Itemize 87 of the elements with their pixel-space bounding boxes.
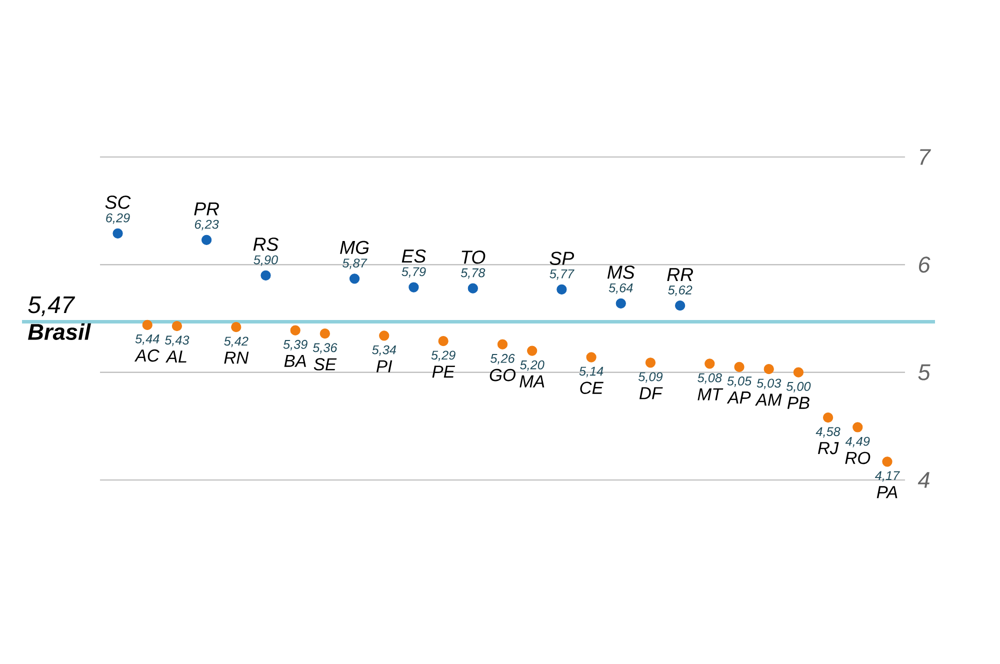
point: [822, 412, 834, 423]
data-label: 5,29: [431, 350, 456, 362]
point: [586, 352, 596, 362]
y-tick-label: 4: [918, 472, 930, 488]
data-label: 4,17: [875, 471, 900, 482]
point: [527, 346, 538, 356]
point: [438, 336, 448, 346]
data-label: 5,90: [254, 255, 278, 266]
data-label: 4,49: [845, 436, 870, 448]
data-label: 5,64: [608, 283, 633, 294]
x-tick-label: SP: [550, 252, 574, 265]
point: [260, 270, 271, 280]
data-label: 5,20: [520, 360, 544, 371]
x-tick-label: AP: [726, 392, 751, 404]
data-label: 5,77: [550, 269, 574, 280]
data-label: 5,79: [402, 267, 426, 278]
data-label: 6,29: [106, 213, 130, 224]
x-tick-label: CE: [580, 382, 604, 394]
data-label: 5,05: [727, 376, 752, 388]
data-label: 5,43: [164, 336, 190, 346]
data-label: 5,03: [756, 378, 782, 390]
data-label: 5,62: [668, 286, 692, 296]
point: [468, 283, 478, 294]
x-tick-label: RJ: [818, 442, 839, 454]
data-label: 6,23: [194, 220, 219, 230]
x-tick-label: PR: [194, 202, 219, 216]
point: [675, 300, 686, 311]
point: [172, 320, 182, 332]
x-tick-label: MS: [607, 266, 635, 279]
data-label: 5,87: [342, 258, 368, 270]
y-tick-label: 5: [918, 364, 930, 380]
x-tick-label: GO: [490, 368, 516, 382]
x-tick-label: RO: [845, 452, 870, 464]
ref-line-label: Brasil: [28, 323, 91, 340]
data-label: 5,14: [579, 366, 604, 378]
point: [112, 228, 123, 239]
point: [349, 274, 360, 284]
point: [616, 298, 626, 308]
x-tick-label: RR: [667, 268, 693, 281]
x-tick-label: ES: [402, 249, 426, 263]
x-tick-label: PA: [876, 486, 898, 498]
point: [142, 320, 152, 330]
x-tick-label: PE: [432, 366, 456, 378]
data-label: 4,58: [816, 427, 840, 438]
point: [290, 325, 300, 336]
data-label: 5,42: [224, 336, 248, 348]
annotation: 5,47: [28, 296, 76, 316]
x-tick-label: SC: [105, 196, 131, 209]
data-label: 5,44: [135, 334, 160, 345]
point: [231, 322, 242, 332]
point: [320, 328, 330, 339]
point: [704, 358, 715, 369]
point: [734, 362, 744, 372]
x-tick-label: PB: [787, 396, 810, 409]
point: [408, 282, 419, 292]
x-tick-label: AC: [134, 349, 160, 362]
x-tick-label: AL: [166, 350, 186, 363]
x-tick-label: RS: [253, 238, 279, 251]
y-tick-label: 6: [918, 256, 930, 273]
x-tick-label: DF: [639, 387, 663, 400]
point: [793, 367, 804, 378]
data-label: 5,00: [786, 382, 811, 392]
x-tick-label: TO: [462, 250, 486, 264]
point: [852, 422, 863, 432]
x-tick-label: RN: [224, 352, 249, 364]
y-tick-label: 7: [920, 149, 932, 165]
point: [556, 284, 567, 294]
point: [201, 234, 212, 245]
point: [379, 330, 390, 341]
x-tick-label: AM: [755, 394, 782, 406]
data-label: 5,09: [638, 372, 663, 383]
point: [497, 339, 508, 350]
x-tick-label: MT: [698, 388, 724, 400]
point: [882, 456, 892, 467]
x-tick-label: MG: [340, 240, 369, 254]
data-label: 5,78: [460, 268, 486, 279]
data-label: 5,08: [698, 373, 722, 384]
data-label: 5,26: [490, 354, 515, 364]
x-tick-label: PI: [376, 360, 392, 372]
x-tick-label: SE: [314, 358, 337, 370]
point: [645, 358, 656, 368]
point: [764, 364, 774, 374]
x-tick-label: BA: [284, 354, 306, 367]
x-tick-label: MA: [520, 375, 544, 388]
data-label: 5,36: [312, 343, 338, 354]
data-label: 5,34: [372, 345, 396, 356]
data-label: 5,39: [283, 340, 308, 350]
